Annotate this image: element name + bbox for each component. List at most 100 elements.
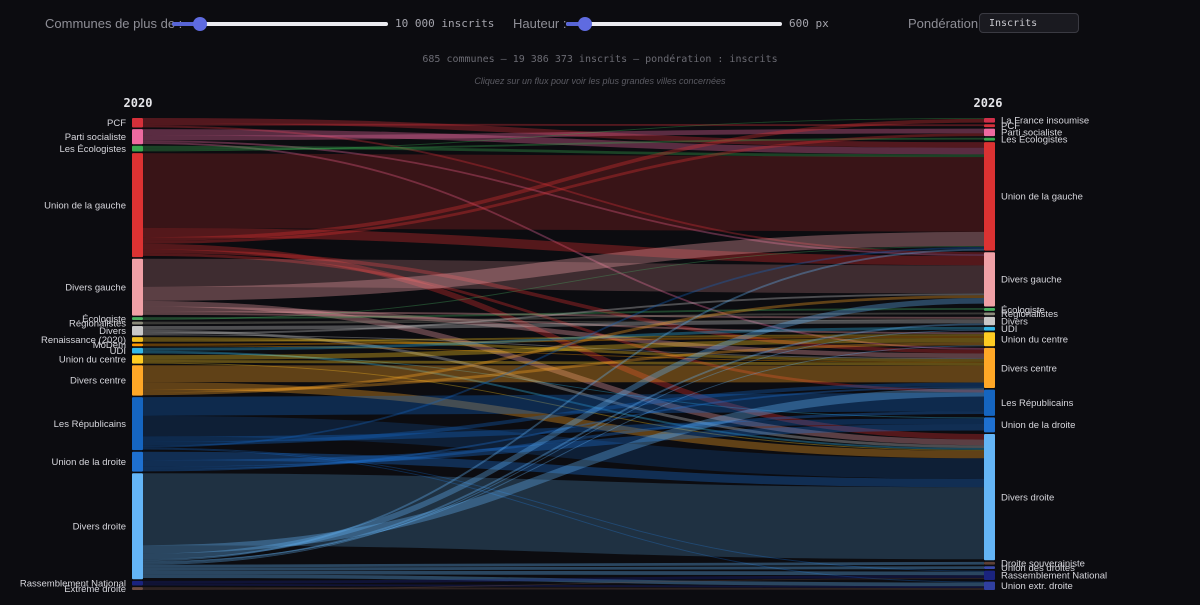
flow-divers-to-divers-droite[interactable] bbox=[142, 329, 985, 449]
flow-divers-gauche-to-union-du-centre[interactable] bbox=[142, 313, 985, 335]
flow-les-republicains-to-divers-droite[interactable] bbox=[142, 415, 985, 479]
node-right-udi[interactable] bbox=[984, 326, 995, 331]
node-right-divers-centre[interactable] bbox=[984, 347, 995, 389]
flow-divers-gauche-to-divers-droite[interactable] bbox=[142, 300, 985, 446]
flow-divers-gauche-to-divers-centre[interactable] bbox=[142, 306, 985, 359]
node-right-les-ecologistes[interactable] bbox=[984, 137, 995, 141]
node-left-divers-gauche[interactable] bbox=[132, 258, 143, 316]
flow-parti-socialiste-to-union-de-la-gauche[interactable] bbox=[142, 129, 985, 155]
node-left-extreme-droite[interactable] bbox=[132, 587, 143, 590]
node-left-pcf[interactable] bbox=[132, 118, 143, 128]
flow-divers-droite-to-rassemblement-national[interactable] bbox=[142, 570, 985, 576]
flow-renaissance-2020-to-union-du-centre[interactable] bbox=[142, 334, 985, 342]
node-right-divers-gauche[interactable] bbox=[984, 252, 995, 307]
node-left-ecologiste[interactable] bbox=[132, 317, 143, 321]
height-slider[interactable] bbox=[566, 17, 782, 31]
flow-union-du-centre-to-divers-droite[interactable] bbox=[142, 362, 985, 451]
flow-divers-centre-to-union-du-centre[interactable] bbox=[142, 342, 985, 393]
flow-union-du-centre-to-union-du-centre[interactable] bbox=[142, 337, 985, 360]
flow-union-de-la-gauche-to-parti-socialiste[interactable] bbox=[142, 133, 985, 244]
flow-les-republicains-to-les-republicains[interactable] bbox=[142, 392, 985, 416]
flow-union-de-la-gauche-to-divers-gauche[interactable] bbox=[142, 227, 985, 266]
flow-les-ecologistes-to-les-ecologistes[interactable] bbox=[142, 137, 985, 151]
flow-les-republicains-to-union-extr-droite[interactable] bbox=[142, 448, 985, 583]
node-left-udi[interactable] bbox=[132, 347, 143, 354]
flow-ecologiste-to-ecologiste[interactable] bbox=[142, 308, 985, 320]
node-left-divers-droite[interactable] bbox=[132, 473, 143, 580]
flow-les-ecologistes-to-la-france-insoumise[interactable] bbox=[142, 118, 985, 152]
flow-parti-socialiste-to-parti-socialiste[interactable] bbox=[142, 128, 985, 141]
flow-union-de-la-droite-to-divers-droite[interactable] bbox=[142, 451, 985, 488]
flow-les-republicains-to-union-de-la-droite[interactable] bbox=[142, 418, 985, 443]
flow-divers-to-divers-centre[interactable] bbox=[142, 334, 985, 360]
flow-pcf-to-divers-gauche[interactable] bbox=[142, 125, 985, 255]
flow-parti-socialiste-to-divers-centre[interactable] bbox=[142, 142, 985, 350]
flow-udi-to-union-de-la-droite[interactable] bbox=[142, 352, 985, 419]
flow-divers-to-divers[interactable] bbox=[142, 319, 985, 330]
flow-les-republicains-to-divers-centre[interactable] bbox=[142, 382, 985, 446]
flow-les-republicains-to-union-de-la-gauche[interactable] bbox=[142, 246, 985, 448]
flow-divers-droite-to-udi[interactable] bbox=[142, 329, 985, 565]
flow-union-de-la-gauche-to-divers-centre[interactable] bbox=[142, 249, 985, 354]
flow-divers-droite-to-droite-souverainiste[interactable] bbox=[142, 561, 985, 568]
weighting-select[interactable]: Inscrits bbox=[979, 13, 1079, 33]
flow-udi-to-udi[interactable] bbox=[142, 326, 985, 351]
flow-divers-gauche-to-union-de-la-gauche[interactable] bbox=[142, 231, 985, 301]
flow-union-de-la-gauche-to-la-france-insoumise[interactable] bbox=[142, 118, 985, 241]
node-right-union-des-droites[interactable] bbox=[984, 566, 995, 570]
flow-divers-to-divers-gauche[interactable] bbox=[142, 293, 985, 335]
node-right-parti-socialiste[interactable] bbox=[984, 128, 995, 137]
node-right-divers[interactable] bbox=[984, 316, 995, 326]
flow-union-de-la-gauche-to-les-republicains[interactable] bbox=[142, 253, 985, 393]
flow-pcf-to-pcf[interactable] bbox=[142, 123, 985, 127]
flow-divers-droite-to-divers-gauche[interactable] bbox=[142, 298, 985, 560]
node-right-union-du-centre[interactable] bbox=[984, 332, 995, 347]
node-right-rassemblement-national[interactable] bbox=[984, 570, 995, 580]
flow-renaissance-2020-to-divers-centre[interactable] bbox=[142, 337, 985, 362]
node-left-parti-socialiste[interactable] bbox=[132, 129, 143, 145]
flow-divers-droite-to-divers[interactable] bbox=[142, 323, 985, 564]
node-right-pcf[interactable] bbox=[984, 124, 995, 128]
node-right-regionalistes[interactable] bbox=[984, 312, 995, 316]
node-right-divers-droite[interactable] bbox=[984, 433, 995, 561]
node-left-modem[interactable] bbox=[132, 343, 143, 347]
flow-divers-gauche-to-divers-gauche[interactable] bbox=[142, 258, 985, 294]
flow-ecologiste-to-union-de-la-gauche[interactable] bbox=[142, 245, 985, 320]
flow-union-de-la-droite-to-divers-centre[interactable] bbox=[142, 386, 985, 472]
flow-les-republicains-to-rassemblement-national[interactable] bbox=[142, 447, 985, 572]
flow-pcf-to-union-de-la-gauche[interactable] bbox=[142, 117, 985, 148]
flow-union-de-la-gauche-to-union-de-la-gauche[interactable] bbox=[142, 153, 985, 232]
flow-union-de-la-droite-to-les-republicains[interactable] bbox=[142, 411, 985, 470]
node-left-les-republicains[interactable] bbox=[132, 397, 143, 451]
node-left-union-de-la-droite[interactable] bbox=[132, 451, 143, 472]
flow-extreme-droite-to-rassemblement-national[interactable] bbox=[142, 578, 985, 590]
flow-modem-to-union-du-centre[interactable] bbox=[142, 335, 985, 346]
flow-divers-droite-to-union-des-droites[interactable] bbox=[142, 566, 985, 571]
node-left-regionalistes[interactable] bbox=[132, 321, 143, 325]
flow-rassemblement-national-to-union-extr-droite[interactable] bbox=[142, 583, 985, 589]
node-right-droite-souverainiste[interactable] bbox=[984, 561, 995, 565]
flow-union-de-la-gauche-to-divers-droite[interactable] bbox=[142, 243, 985, 440]
flow-modem-to-divers-centre[interactable] bbox=[142, 345, 985, 363]
flow-parti-socialiste-to-divers-gauche[interactable] bbox=[142, 140, 985, 256]
node-left-rassemblement-national[interactable] bbox=[132, 580, 143, 586]
flow-divers-droite-to-union-du-centre[interactable] bbox=[142, 345, 985, 563]
flow-divers-centre-to-divers-gauche[interactable] bbox=[142, 295, 985, 396]
flow-divers-droite-to-union-extr-droite[interactable] bbox=[142, 574, 985, 587]
node-left-divers-centre[interactable] bbox=[132, 365, 143, 396]
node-right-union-de-la-droite[interactable] bbox=[984, 417, 995, 433]
communes-slider-thumb[interactable] bbox=[193, 17, 208, 31]
flow-divers-droite-to-divers-centre[interactable] bbox=[142, 388, 985, 554]
node-left-renaissance-2020[interactable] bbox=[132, 337, 143, 342]
flow-divers-droite-to-union-de-la-gauche[interactable] bbox=[142, 248, 985, 562]
flow-rassemblement-national-to-rassemblement-national[interactable] bbox=[142, 575, 985, 584]
node-left-union-du-centre[interactable] bbox=[132, 355, 143, 364]
height-slider-thumb[interactable] bbox=[578, 17, 593, 31]
flow-divers-droite-to-divers-droite[interactable] bbox=[142, 473, 985, 560]
flow-divers-gauche-to-divers[interactable] bbox=[142, 311, 985, 319]
node-left-divers[interactable] bbox=[132, 326, 143, 336]
communes-threshold-slider[interactable] bbox=[172, 17, 388, 31]
flow-union-de-la-droite-to-union-de-la-droite[interactable] bbox=[142, 423, 985, 467]
flow-les-ecologistes-to-union-de-la-gauche[interactable] bbox=[142, 145, 985, 158]
node-left-union-de-la-gauche[interactable] bbox=[132, 153, 143, 258]
